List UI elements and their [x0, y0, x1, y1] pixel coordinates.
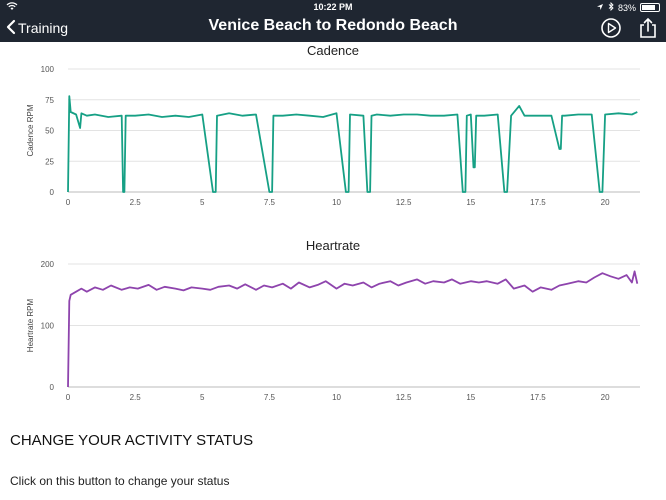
x-tick-label: 15 — [466, 198, 475, 207]
navigation-bar: 10:22 PM 83% Training Venice Beach to Re… — [0, 0, 666, 42]
x-tick-label: 15 — [466, 393, 475, 402]
x-tick-label: 0 — [66, 393, 71, 402]
back-label: Training — [18, 20, 69, 36]
share-icon[interactable] — [637, 17, 659, 39]
x-tick-label: 12.5 — [396, 198, 412, 207]
chevron-left-icon — [6, 19, 16, 38]
location-arrow-icon — [596, 3, 604, 13]
x-tick-label: 0 — [66, 198, 71, 207]
y-axis-label: Heartrate RPM — [26, 298, 35, 352]
heartrate-chart: 0 100 200 0 2.5 5 7.5 10 12.5 15 17.5 20 Heartrate R… — [26, 260, 640, 402]
x-tick-label: 10 — [332, 198, 341, 207]
status-bar: 10:22 PM 83% — [0, 0, 666, 14]
x-tick-label: 2.5 — [130, 393, 142, 402]
x-tick-label: 12.5 — [396, 393, 412, 402]
x-tick-label: 2.5 — [130, 198, 142, 207]
cadence-chart: 0 25 50 75 100 0 2.5 5 7.5 10 12.5 15 17.5 20 Cadence … — [26, 65, 640, 207]
series-line — [67, 95, 638, 193]
x-tick-label: 20 — [601, 393, 610, 402]
page-title: Venice Beach to Redondo Beach — [208, 17, 458, 34]
wifi-icon — [6, 2, 18, 13]
x-tick-label: 17.5 — [530, 198, 546, 207]
activity-status-heading: CHANGE YOUR ACTIVITY STATUS — [10, 432, 254, 449]
y-tick-label: 100 — [41, 65, 55, 74]
y-tick-label: 200 — [41, 260, 55, 269]
x-tick-label: 10 — [332, 393, 341, 402]
y-tick-label: 50 — [45, 127, 54, 136]
y-tick-label: 100 — [41, 322, 55, 331]
y-tick-label: 0 — [50, 383, 55, 392]
x-tick-label: 17.5 — [530, 393, 546, 402]
y-tick-label: 75 — [45, 96, 54, 105]
y-tick-label: 25 — [45, 157, 54, 166]
x-tick-label: 20 — [601, 198, 610, 207]
back-button[interactable]: Training — [6, 18, 68, 38]
x-tick-label: 7.5 — [264, 198, 276, 207]
series-line — [67, 270, 639, 388]
heartrate-chart-title: Heartrate — [305, 238, 361, 253]
bluetooth-icon — [608, 1, 614, 13]
battery-icon — [640, 3, 660, 12]
status-time: 10:22 PM — [313, 2, 353, 12]
battery-percent: 83% — [617, 2, 636, 13]
x-tick-label: 5 — [200, 198, 205, 207]
battery-level — [642, 5, 656, 10]
y-axis-label: Cadence RPM — [26, 104, 35, 156]
cadence-chart-title: Cadence — [306, 43, 360, 58]
y-tick-label: 0 — [50, 188, 55, 197]
x-tick-label: 5 — [200, 393, 205, 402]
play-circle-icon[interactable] — [600, 17, 622, 39]
x-tick-label: 7.5 — [264, 393, 276, 402]
activity-status-instructions: Click on this button to change your stat… — [10, 474, 230, 488]
